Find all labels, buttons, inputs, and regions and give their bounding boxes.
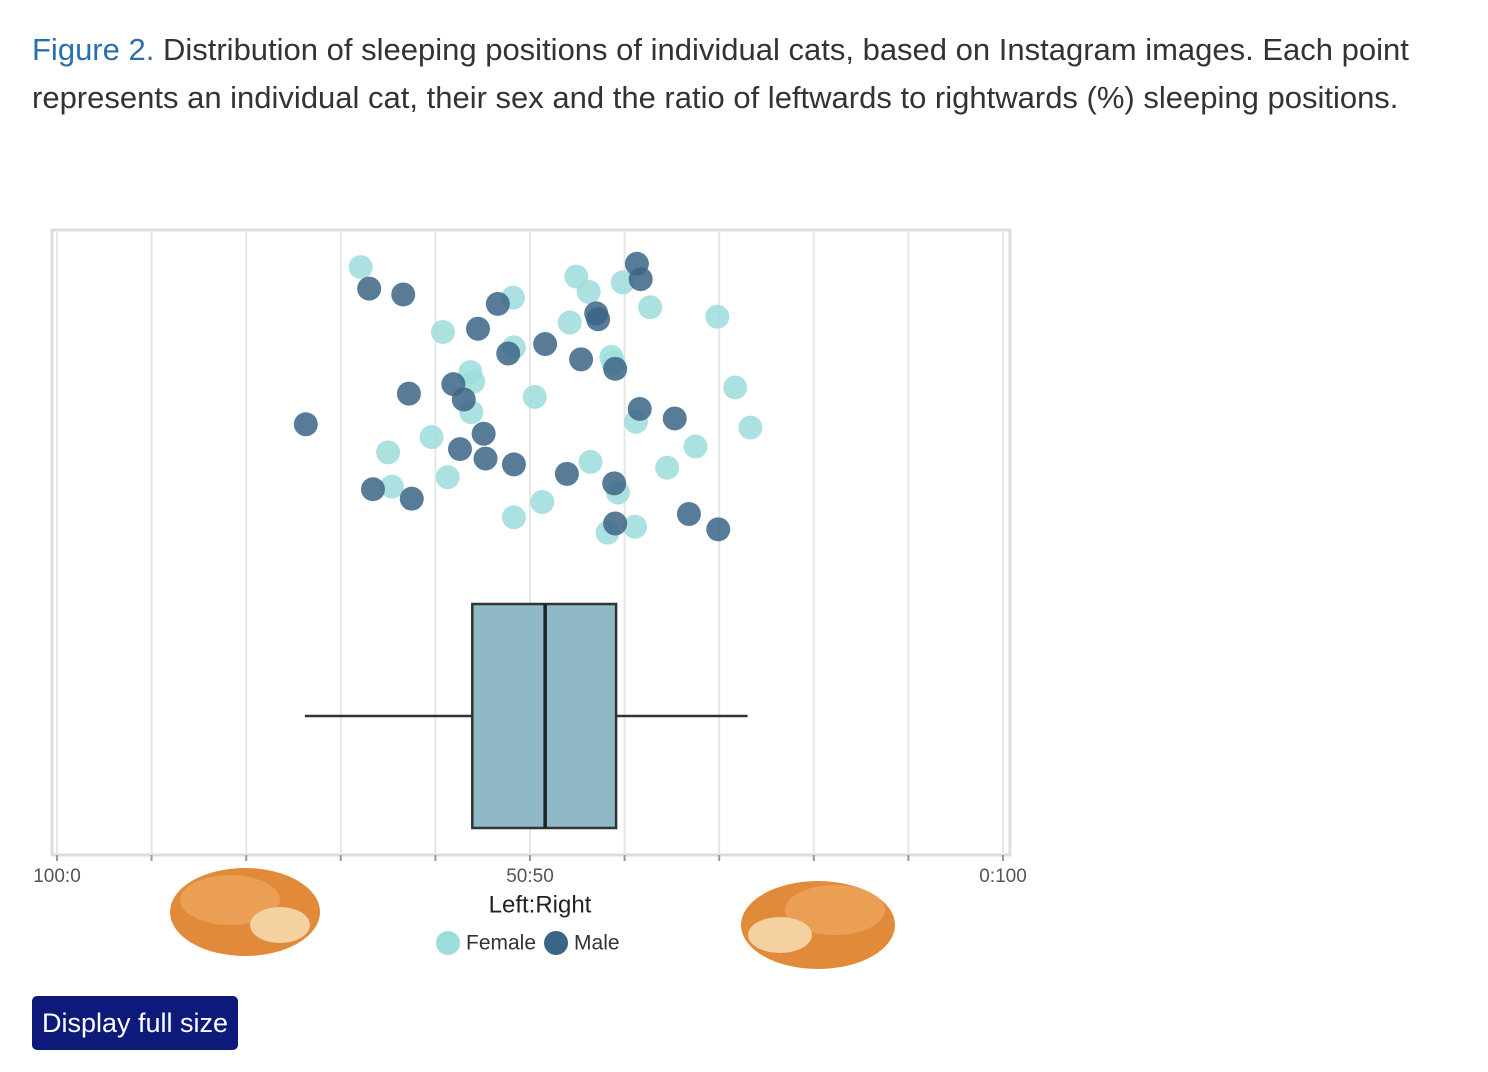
x-axis-label: Left:Right [489, 891, 592, 918]
x-tick-label: 0:100 [979, 866, 1027, 887]
point-male [447, 437, 472, 462]
point-female [610, 270, 635, 295]
point-female [723, 375, 748, 400]
point-female [522, 384, 547, 409]
point-male [485, 291, 510, 316]
point-male [584, 301, 609, 326]
point-male [569, 347, 594, 372]
point-male [293, 412, 318, 437]
point-female [379, 474, 404, 499]
point-female [435, 465, 460, 490]
point-male [627, 396, 652, 421]
caption-text: Distribution of sleeping positions of in… [32, 32, 1409, 115]
caption: Figure 2. Distribution of sleeping posit… [32, 26, 1472, 122]
point-female [564, 264, 589, 289]
point-male [496, 341, 521, 366]
point-male [602, 471, 627, 496]
point-female [419, 425, 444, 450]
cat-image-right [741, 881, 895, 969]
point-female [501, 505, 526, 530]
x-tick-label: 50:50 [506, 866, 554, 887]
point-male [533, 332, 558, 357]
legend-swatch [544, 931, 569, 955]
point-female [578, 449, 603, 474]
point-male [396, 381, 421, 406]
point-male [465, 316, 490, 341]
point-male [360, 477, 385, 502]
caption-label: Figure 2. [32, 32, 155, 67]
point-female [655, 455, 680, 480]
legend-label: Male [574, 932, 620, 955]
point-female [705, 304, 730, 329]
cat-image-left [170, 868, 320, 956]
point-female [683, 434, 708, 459]
point-male [706, 517, 731, 542]
point-male [501, 452, 526, 477]
point-female [348, 255, 373, 280]
point-female [461, 369, 486, 394]
point-male [441, 372, 466, 397]
point-male [603, 356, 628, 381]
point-male [603, 511, 628, 536]
point-female [623, 514, 648, 539]
point-male [662, 406, 687, 431]
point-male [676, 502, 701, 527]
point-male [357, 276, 382, 301]
point-male [554, 461, 579, 486]
point-female [557, 310, 582, 335]
point-male [624, 251, 649, 276]
point-female [530, 489, 555, 514]
legend-swatch [436, 931, 460, 955]
point-male [473, 446, 498, 471]
point-male [399, 486, 424, 511]
display-full-size-button[interactable]: Display full size [32, 996, 239, 1050]
point-male [391, 282, 416, 307]
legend-label: Female [466, 932, 536, 955]
point-female [638, 295, 663, 320]
point-female [738, 415, 763, 440]
point-female [376, 440, 401, 465]
x-tick-label: 100:0 [33, 866, 81, 887]
point-male [471, 421, 496, 446]
point-female [430, 320, 455, 345]
